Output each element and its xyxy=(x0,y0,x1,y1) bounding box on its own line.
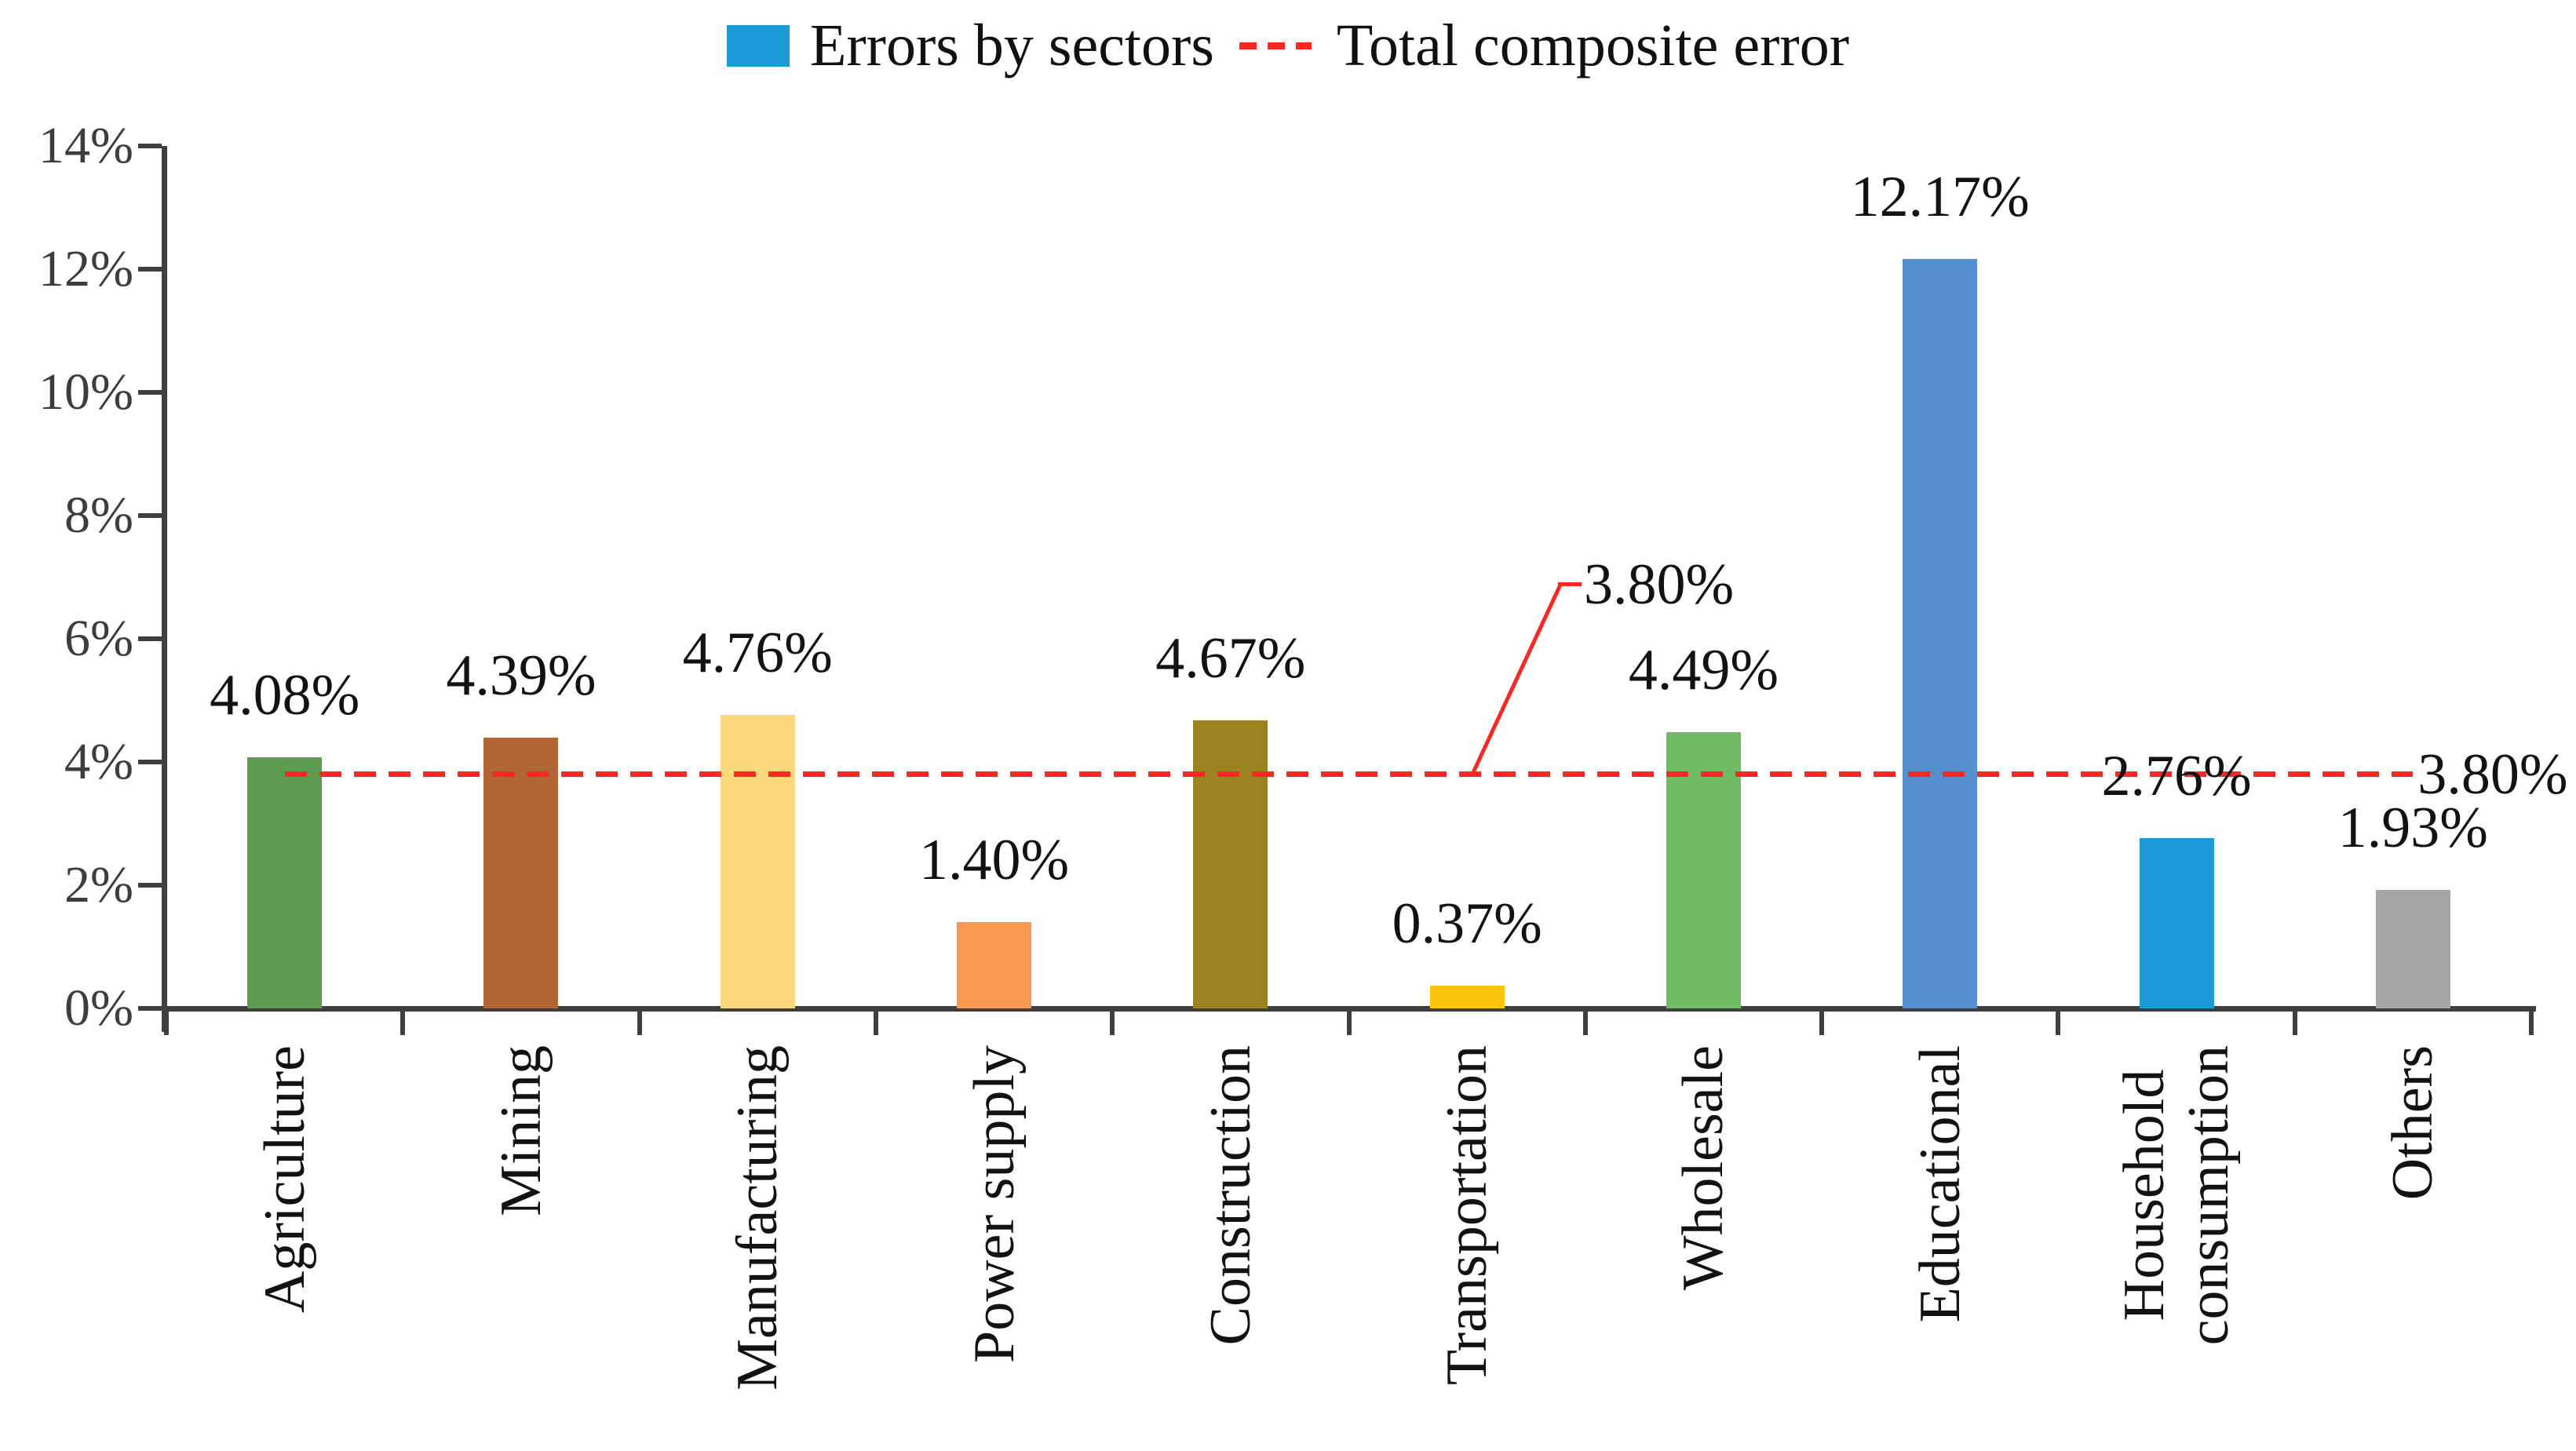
x-axis-label: Educational xyxy=(1907,1045,1972,1323)
legend: Errors by sectors Total composite error xyxy=(0,5,2576,86)
legend-bars-label: Errors by sectors xyxy=(809,13,1214,78)
x-axis-tick xyxy=(637,1006,642,1035)
y-axis-tick xyxy=(138,760,162,764)
x-axis-label: Power supply xyxy=(961,1045,1027,1363)
bar-value-label: 4.08% xyxy=(210,662,360,727)
x-label-cell-agriculture: Agriculture xyxy=(166,1045,403,1446)
y-axis-tick xyxy=(138,883,162,888)
legend-dashed-line-icon xyxy=(1239,42,1312,49)
reference-line-callout-label: 3.80% xyxy=(1584,552,1735,617)
x-axis-label: Mining xyxy=(488,1045,553,1216)
x-axis-tick xyxy=(873,1006,878,1035)
x-axis-tick xyxy=(2292,1006,2297,1035)
bar-value-label: 1.93% xyxy=(2337,795,2488,860)
bar-others xyxy=(2375,889,2450,1008)
bar-mining xyxy=(483,738,559,1008)
bar-transportation xyxy=(1429,985,1505,1008)
reference-line xyxy=(284,771,2414,778)
bar-household-consumption xyxy=(2139,838,2214,1008)
y-axis-tick-label: 0% xyxy=(64,979,133,1037)
x-label-cell-power-supply: Power supply xyxy=(876,1045,1112,1446)
y-axis-tick-label: 6% xyxy=(64,610,133,667)
bar-value-label: 0.37% xyxy=(1392,891,1542,956)
x-axis-tick xyxy=(1346,1006,1352,1035)
x-label-cell-wholesale: Wholesale xyxy=(1585,1045,1822,1446)
x-label-cell-mining: Mining xyxy=(403,1045,639,1446)
x-axis-tick xyxy=(2529,1006,2534,1035)
x-label-cell-transportation: Transportation xyxy=(1349,1045,1585,1446)
bar-manufacturing xyxy=(720,715,795,1008)
x-axis-tick xyxy=(2056,1006,2061,1035)
x-axis-label: Others xyxy=(2381,1045,2446,1201)
reference-line-end-label: 3.80% xyxy=(2417,742,2568,807)
y-axis-tick xyxy=(138,636,162,641)
bar-value-label: 4.49% xyxy=(1628,637,1779,702)
x-axis-tick xyxy=(1110,1006,1115,1035)
y-axis-tick-label: 14% xyxy=(38,117,133,174)
x-axis-label: Construction xyxy=(1198,1045,1263,1346)
bar-value-label: 2.76% xyxy=(2101,744,2252,809)
bar-value-label: 12.17% xyxy=(1850,164,2030,229)
y-axis-tick xyxy=(138,144,162,148)
y-axis-tick-label: 10% xyxy=(38,363,133,421)
bar-value-label: 1.40% xyxy=(918,828,1070,893)
bar-agriculture xyxy=(247,756,323,1008)
y-axis-tick xyxy=(138,513,162,518)
x-axis-labels: Agriculture Mining Manufacturing Power supp… xyxy=(166,1045,2531,1449)
x-axis-tick xyxy=(1582,1006,1588,1035)
bar-value-label: 4.39% xyxy=(446,643,597,709)
x-axis-label: Wholesale xyxy=(1671,1045,1736,1291)
y-axis-tick xyxy=(138,267,162,272)
y-axis-tick xyxy=(138,390,162,395)
x-axis-label: Agriculture xyxy=(252,1045,317,1314)
x-axis-tick xyxy=(400,1006,406,1035)
x-axis-label: Transportation xyxy=(1435,1045,1500,1386)
x-label-cell-manufacturing: Manufacturing xyxy=(640,1045,876,1446)
y-axis-tick-label: 8% xyxy=(64,487,133,544)
y-axis-line xyxy=(162,146,167,1032)
y-axis-tick-label: 12% xyxy=(38,240,133,297)
y-axis-tick-label: 4% xyxy=(64,733,133,790)
x-label-cell-construction: Construction xyxy=(1112,1045,1348,1446)
bar-value-label: 4.67% xyxy=(1155,626,1306,691)
x-label-cell-educational: Educational xyxy=(1822,1045,2058,1446)
bar-educational xyxy=(1903,258,1978,1008)
bar-construction xyxy=(1193,720,1268,1008)
y-axis-tick xyxy=(138,1006,162,1011)
plot-area: 4.08% 4.39% 4.76% 1.40% 4.67% 0.37% 4.49% 12.17… xyxy=(138,144,2568,1035)
legend-bar-swatch-icon xyxy=(726,24,790,67)
x-label-cell-household-consumption: Household consumption xyxy=(2058,1045,2294,1446)
callout-line-tip xyxy=(1558,582,1582,586)
x-label-cell-others: Others xyxy=(2295,1045,2531,1446)
x-axis-label: Manufacturing xyxy=(725,1045,790,1391)
x-axis-label: Household consumption xyxy=(2112,1045,2242,1346)
legend-line-label: Total composite error xyxy=(1336,13,1850,78)
bar-power-supply xyxy=(957,922,1032,1008)
y-axis-tick-label: 2% xyxy=(64,856,133,913)
bar-value-label: 4.76% xyxy=(682,621,833,686)
x-axis-tick xyxy=(164,1006,169,1035)
x-axis-tick xyxy=(1819,1006,1825,1035)
bar-wholesale xyxy=(1666,731,1741,1008)
